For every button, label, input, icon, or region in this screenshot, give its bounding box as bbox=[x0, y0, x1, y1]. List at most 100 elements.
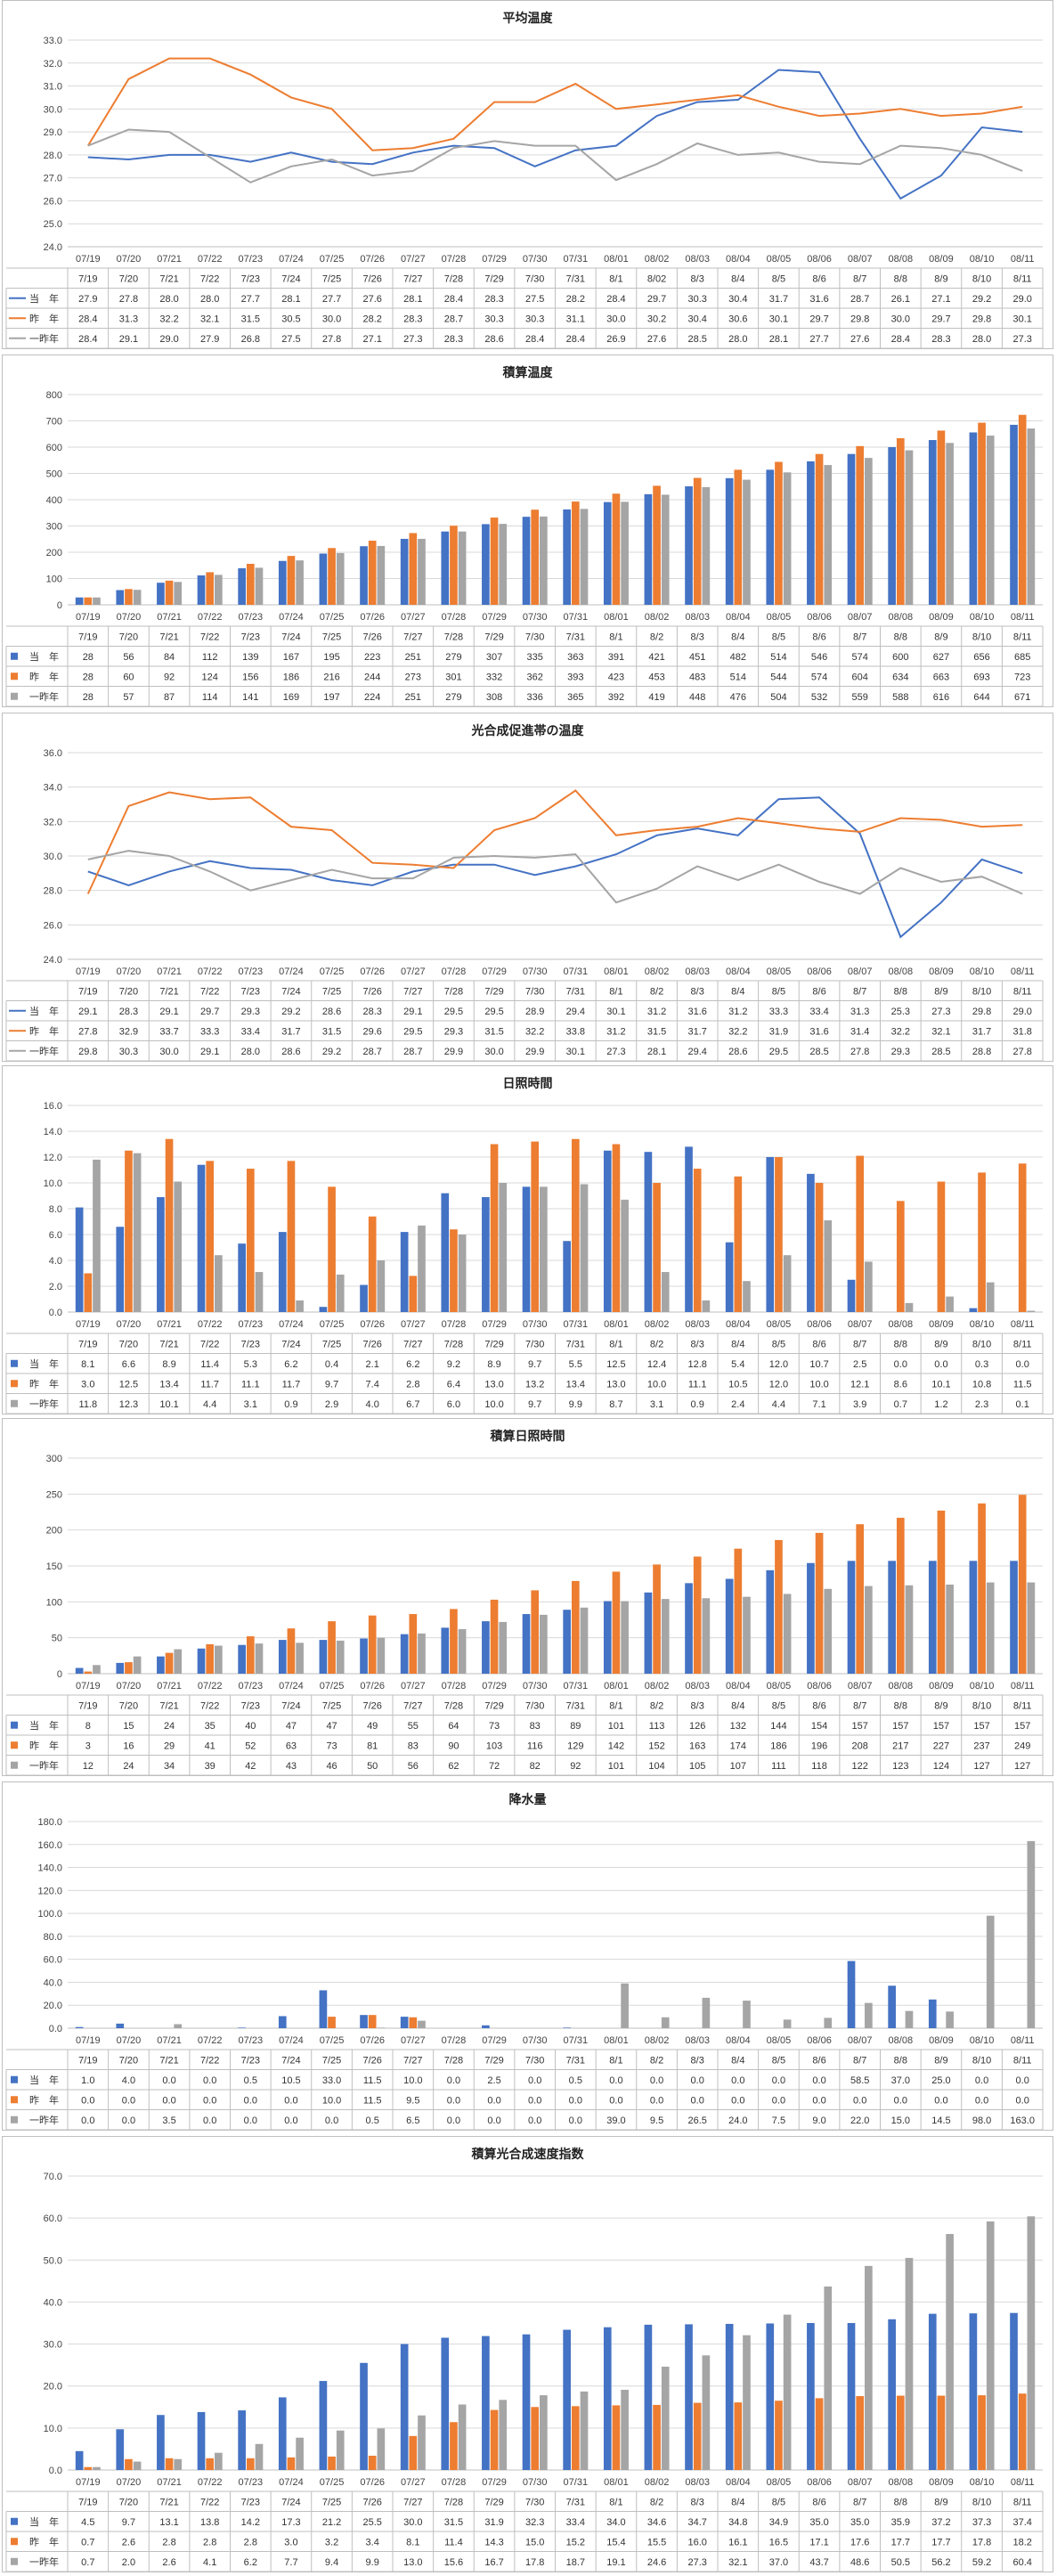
y-tick-label: 0 bbox=[57, 600, 62, 611]
table-header-cell: 8/9 bbox=[934, 987, 947, 998]
y-tick-label: 160.0 bbox=[37, 1840, 62, 1851]
bar-cur bbox=[238, 2410, 246, 2470]
x-tick-label: 07/23 bbox=[239, 254, 264, 265]
bar-cur bbox=[766, 469, 775, 605]
table-cell: 363 bbox=[567, 652, 583, 663]
table-cell: 107 bbox=[730, 1761, 746, 1772]
y-tick-label: 12.0 bbox=[44, 1153, 62, 1163]
table-header-cell: 7/26 bbox=[362, 2056, 381, 2067]
bar-prev bbox=[815, 1183, 824, 1312]
table-cell: 34.9 bbox=[769, 2517, 788, 2528]
table-cell: 3.0 bbox=[81, 1379, 94, 1390]
table-cell: 29.9 bbox=[444, 1047, 463, 1057]
table-header-cell: 8/6 bbox=[812, 274, 825, 285]
table-cell: 32.2 bbox=[159, 314, 178, 324]
table-cell: 26.8 bbox=[241, 334, 260, 345]
y-tick-label: 80.0 bbox=[44, 1932, 62, 1943]
x-tick-label: 07/23 bbox=[239, 1319, 264, 1330]
y-tick-label: 400 bbox=[46, 495, 62, 506]
table-cell: 35.0 bbox=[809, 2517, 828, 2528]
bar-cur bbox=[482, 1196, 490, 1312]
bar-prev bbox=[775, 461, 783, 605]
table-cell: 33.7 bbox=[159, 1026, 178, 1037]
table-cell: 29.0 bbox=[1012, 1007, 1031, 1017]
table-cell: 63 bbox=[286, 1740, 297, 1751]
legend-swatch-cur bbox=[11, 2075, 18, 2083]
bar-prev2 bbox=[377, 2027, 386, 2028]
x-tick-label: 08/03 bbox=[685, 612, 710, 623]
table-cell: 43.7 bbox=[809, 2557, 828, 2568]
bar-cur bbox=[400, 1232, 409, 1312]
table-cell: 29.2 bbox=[972, 294, 991, 305]
table-header-cell: 7/26 bbox=[362, 1701, 381, 1712]
x-tick-label: 08/04 bbox=[726, 2477, 751, 2488]
table-cell: 112 bbox=[202, 652, 218, 663]
x-tick-label: 07/27 bbox=[401, 966, 426, 977]
table-cell: 10.5 bbox=[281, 2075, 300, 2086]
x-tick-label: 08/01 bbox=[604, 1681, 629, 1692]
bar-cur bbox=[482, 524, 490, 605]
table-header-cell: 7/29 bbox=[484, 632, 503, 643]
bar-prev2 bbox=[743, 2001, 751, 2028]
table-cell: 31.6 bbox=[809, 294, 828, 305]
table-cell: 27.6 bbox=[647, 334, 666, 345]
table-header-cell: 7/20 bbox=[119, 274, 138, 285]
bar-cur bbox=[766, 1569, 775, 1674]
x-tick-label: 08/01 bbox=[604, 254, 629, 265]
table-header-cell: 7/21 bbox=[159, 274, 178, 285]
table-cell: 29.2 bbox=[322, 1047, 341, 1057]
chart-title: 積算日照時間 bbox=[490, 1429, 565, 1443]
table-cell: 56.2 bbox=[931, 2557, 950, 2568]
bar-prev bbox=[1018, 414, 1027, 605]
bar-cur bbox=[360, 2015, 368, 2028]
table-cell: 28.5 bbox=[687, 334, 706, 345]
table-cell: 34.6 bbox=[647, 2517, 666, 2528]
table-cell: 15.2 bbox=[566, 2537, 585, 2547]
x-tick-label: 07/31 bbox=[564, 254, 589, 265]
table-cell: 27.8 bbox=[322, 334, 341, 345]
bar-cur bbox=[928, 1999, 937, 2028]
x-tick-label: 08/04 bbox=[726, 2035, 751, 2046]
bar-prev2 bbox=[661, 494, 670, 605]
y-tick-label: 28.0 bbox=[44, 151, 62, 161]
table-cell: 15.4 bbox=[606, 2537, 625, 2547]
x-tick-label: 08/01 bbox=[604, 966, 629, 977]
table-cell: 17.6 bbox=[850, 2537, 869, 2547]
table-cell: 19.1 bbox=[606, 2557, 625, 2568]
table-cell: 28.2 bbox=[566, 294, 585, 305]
table-cell: 83 bbox=[530, 1721, 541, 1732]
bar-cur bbox=[157, 583, 165, 605]
x-tick-label: 08/11 bbox=[1011, 966, 1035, 977]
bar-prev bbox=[125, 1662, 133, 1674]
y-tick-label: 0.0 bbox=[49, 1308, 62, 1318]
table-cell: 2.3 bbox=[975, 1399, 988, 1410]
table-header-cell: 7/21 bbox=[159, 632, 178, 643]
bar-cur bbox=[116, 1662, 125, 1674]
table-cell: 30.3 bbox=[119, 1047, 138, 1057]
table-header-cell: 7/24 bbox=[281, 1340, 300, 1350]
x-tick-label: 07/28 bbox=[442, 1319, 467, 1330]
table-cell: 28.4 bbox=[606, 294, 625, 305]
bar-prev2 bbox=[336, 552, 345, 605]
bar-cur bbox=[928, 1561, 937, 1674]
table-cell: 27.8 bbox=[119, 294, 138, 305]
table-cell: 24 bbox=[123, 1761, 134, 1772]
x-tick-label: 07/26 bbox=[360, 254, 385, 265]
legend-label: 当 年 bbox=[29, 650, 59, 663]
table-cell: 25.3 bbox=[891, 1007, 910, 1017]
x-tick-label: 07/28 bbox=[442, 966, 467, 977]
table-cell: 29.5 bbox=[444, 1007, 463, 1017]
x-tick-label: 08/07 bbox=[848, 966, 873, 977]
bar-prev2 bbox=[743, 479, 751, 605]
table-header-cell: 8/4 bbox=[731, 1340, 744, 1350]
y-tick-label: 100.0 bbox=[37, 1909, 62, 1920]
table-cell: 15.0 bbox=[525, 2537, 544, 2547]
table-cell: 0.0 bbox=[284, 2115, 297, 2126]
bar-prev bbox=[409, 2435, 418, 2470]
table-cell: 28 bbox=[83, 652, 94, 663]
bar-prev bbox=[896, 2395, 905, 2470]
bar-cur bbox=[360, 1638, 368, 1674]
table-cell: 30.4 bbox=[687, 314, 706, 324]
y-tick-label: 250 bbox=[46, 1489, 62, 1500]
legend-swatch-prev2 bbox=[11, 1761, 18, 1769]
